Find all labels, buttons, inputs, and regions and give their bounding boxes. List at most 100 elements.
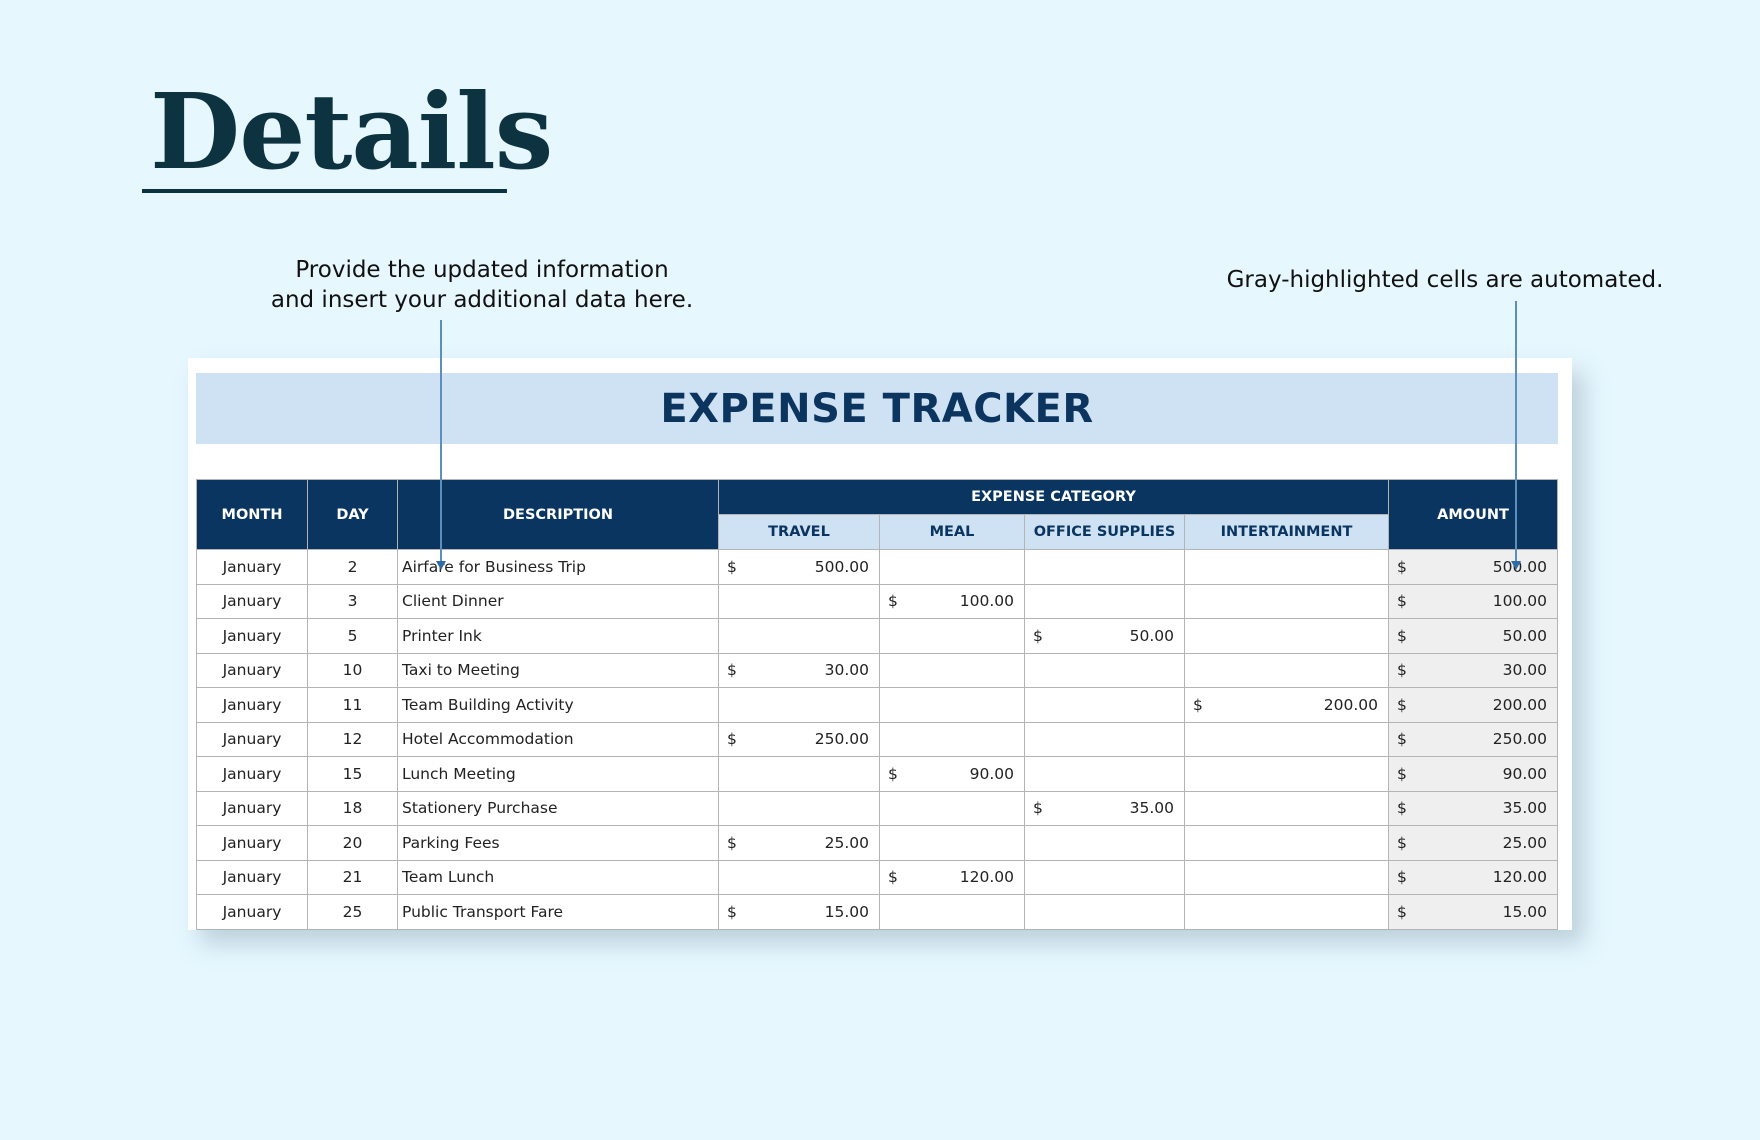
amount-total-cell[interactable]: $120.00 [1388,859,1558,895]
day-cell[interactable]: 2 [307,549,398,585]
entertainment-cell[interactable] [1184,894,1389,930]
day-cell[interactable]: 15 [307,756,398,792]
amount-total-cell[interactable]: $35.00 [1388,790,1558,826]
day-cell[interactable]: 20 [307,825,398,861]
day-cell[interactable]: 21 [307,859,398,895]
description-cell[interactable]: Client Dinner [397,583,719,619]
description-cell[interactable]: Public Transport Fare [397,894,719,930]
entertainment-cell[interactable] [1184,618,1389,654]
month-cell[interactable]: January [196,894,308,930]
month-cell[interactable]: January [196,618,308,654]
day-cell[interactable]: 5 [307,618,398,654]
day-cell[interactable]: 3 [307,583,398,619]
office-supplies-cell[interactable] [1024,859,1185,895]
meal-cell[interactable] [879,894,1025,930]
header-description[interactable]: DESCRIPTION [397,479,719,550]
month-cell[interactable]: January [196,859,308,895]
month-cell[interactable]: January [196,652,308,688]
entertainment-cell[interactable] [1184,825,1389,861]
description-cell[interactable]: Parking Fees [397,825,719,861]
office-supplies-cell[interactable]: $50.00 [1024,618,1185,654]
office-supplies-cell[interactable] [1024,549,1185,585]
office-supplies-cell[interactable] [1024,721,1185,757]
amount-total-cell[interactable]: $50.00 [1388,618,1558,654]
header-amount[interactable]: AMOUNT [1388,479,1558,550]
entertainment-cell[interactable] [1184,652,1389,688]
meal-cell[interactable] [879,721,1025,757]
month-cell[interactable]: January [196,756,308,792]
description-cell[interactable]: Team Lunch [397,859,719,895]
meal-cell[interactable] [879,825,1025,861]
travel-cell[interactable]: $25.00 [718,825,880,861]
amount-total-cell[interactable]: $500.00 [1388,549,1558,585]
table-row: January 2 Airfare for Business Trip $500.00… [196,549,1558,585]
amount-total-cell[interactable]: $15.00 [1388,894,1558,930]
travel-cell[interactable] [718,756,880,792]
header-office-supplies[interactable]: OFFICE SUPPLIES [1024,514,1185,550]
month-cell[interactable]: January [196,790,308,826]
header-travel[interactable]: TRAVEL [718,514,880,550]
travel-cell[interactable] [718,859,880,895]
day-cell[interactable]: 10 [307,652,398,688]
meal-cell[interactable]: $90.00 [879,756,1025,792]
amount-total-cell[interactable]: $90.00 [1388,756,1558,792]
description-cell[interactable]: Lunch Meeting [397,756,719,792]
header-expense-category[interactable]: EXPENSE CATEGORY [718,479,1389,515]
office-supplies-cell[interactable] [1024,652,1185,688]
amount-total-cell[interactable]: $30.00 [1388,652,1558,688]
meal-cell[interactable] [879,618,1025,654]
day-cell[interactable]: 12 [307,721,398,757]
entertainment-cell[interactable] [1184,721,1389,757]
amount-total-cell[interactable]: $250.00 [1388,721,1558,757]
description-cell[interactable]: Team Building Activity [397,687,719,723]
description-cell[interactable]: Hotel Accommodation [397,721,719,757]
entertainment-cell[interactable] [1184,549,1389,585]
month-cell[interactable]: January [196,825,308,861]
arrow-down-icon [1511,561,1521,570]
meal-cell[interactable]: $100.00 [879,583,1025,619]
meal-cell[interactable] [879,549,1025,585]
day-cell[interactable]: 25 [307,894,398,930]
automation-note: Gray-highlighted cells are automated. [1226,267,1664,293]
amount-total-cell[interactable]: $100.00 [1388,583,1558,619]
meal-cell[interactable]: $120.00 [879,859,1025,895]
description-cell[interactable]: Taxi to Meeting [397,652,719,688]
meal-cell[interactable] [879,687,1025,723]
travel-cell[interactable]: $250.00 [718,721,880,757]
day-cell[interactable]: 18 [307,790,398,826]
entertainment-cell[interactable] [1184,756,1389,792]
header-meal[interactable]: MEAL [879,514,1025,550]
entertainment-cell[interactable] [1184,583,1389,619]
travel-cell[interactable]: $15.00 [718,894,880,930]
office-supplies-cell[interactable] [1024,756,1185,792]
travel-cell[interactable] [718,618,880,654]
travel-cell[interactable]: $30.00 [718,652,880,688]
amount-total-cell[interactable]: $200.00 [1388,687,1558,723]
description-cell[interactable]: Airfare for Business Trip [397,549,719,585]
meal-cell[interactable] [879,790,1025,826]
meal-cell[interactable] [879,652,1025,688]
month-cell[interactable]: January [196,549,308,585]
entertainment-cell[interactable] [1184,859,1389,895]
travel-cell[interactable] [718,790,880,826]
month-cell[interactable]: January [196,687,308,723]
travel-cell[interactable] [718,583,880,619]
office-supplies-cell[interactable] [1024,687,1185,723]
month-cell[interactable]: January [196,583,308,619]
description-cell[interactable]: Printer Ink [397,618,719,654]
entertainment-cell[interactable] [1184,790,1389,826]
month-cell[interactable]: January [196,721,308,757]
office-supplies-cell[interactable]: $35.00 [1024,790,1185,826]
header-month[interactable]: MONTH [196,479,308,550]
entertainment-cell[interactable]: $200.00 [1184,687,1389,723]
office-supplies-cell[interactable] [1024,583,1185,619]
office-supplies-cell[interactable] [1024,825,1185,861]
office-supplies-cell[interactable] [1024,894,1185,930]
header-entertainment[interactable]: INTERTAINMENT [1184,514,1389,550]
header-day[interactable]: DAY [307,479,398,550]
amount-total-cell[interactable]: $25.00 [1388,825,1558,861]
day-cell[interactable]: 11 [307,687,398,723]
description-cell[interactable]: Stationery Purchase [397,790,719,826]
travel-cell[interactable] [718,687,880,723]
travel-cell[interactable]: $500.00 [718,549,880,585]
